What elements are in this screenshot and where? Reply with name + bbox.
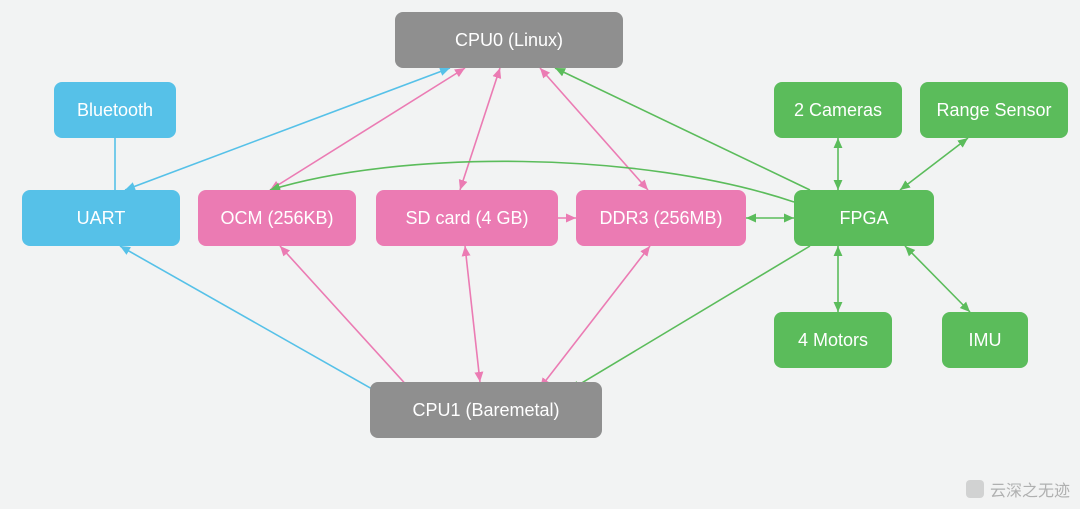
node-cpu1: CPU1 (Baremetal)	[370, 382, 602, 438]
node-fpga: FPGA	[794, 190, 934, 246]
node-label: OCM (256KB)	[220, 208, 333, 229]
node-label: Bluetooth	[77, 100, 153, 121]
node-sdcard: SD card (4 GB)	[376, 190, 558, 246]
node-uart: UART	[22, 190, 180, 246]
node-motors: 4 Motors	[774, 312, 892, 368]
node-bluetooth: Bluetooth	[54, 82, 176, 138]
node-label: UART	[77, 208, 126, 229]
node-ocm: OCM (256KB)	[198, 190, 356, 246]
node-label: 2 Cameras	[794, 100, 882, 121]
node-ddr3: DDR3 (256MB)	[576, 190, 746, 246]
node-imu: IMU	[942, 312, 1028, 368]
watermark-icon	[966, 480, 984, 498]
watermark-text: 云深之无迹	[990, 477, 1070, 501]
node-cpu0: CPU0 (Linux)	[395, 12, 623, 68]
node-label: Range Sensor	[936, 100, 1051, 121]
node-label: FPGA	[839, 208, 888, 229]
node-label: CPU0 (Linux)	[455, 30, 563, 51]
node-label: SD card (4 GB)	[405, 208, 528, 229]
watermark: 云深之无迹	[966, 477, 1070, 501]
node-label: 4 Motors	[798, 330, 868, 351]
node-label: IMU	[969, 330, 1002, 351]
node-label: DDR3 (256MB)	[599, 208, 722, 229]
node-label: CPU1 (Baremetal)	[412, 400, 559, 421]
node-range: Range Sensor	[920, 82, 1068, 138]
node-cameras: 2 Cameras	[774, 82, 902, 138]
